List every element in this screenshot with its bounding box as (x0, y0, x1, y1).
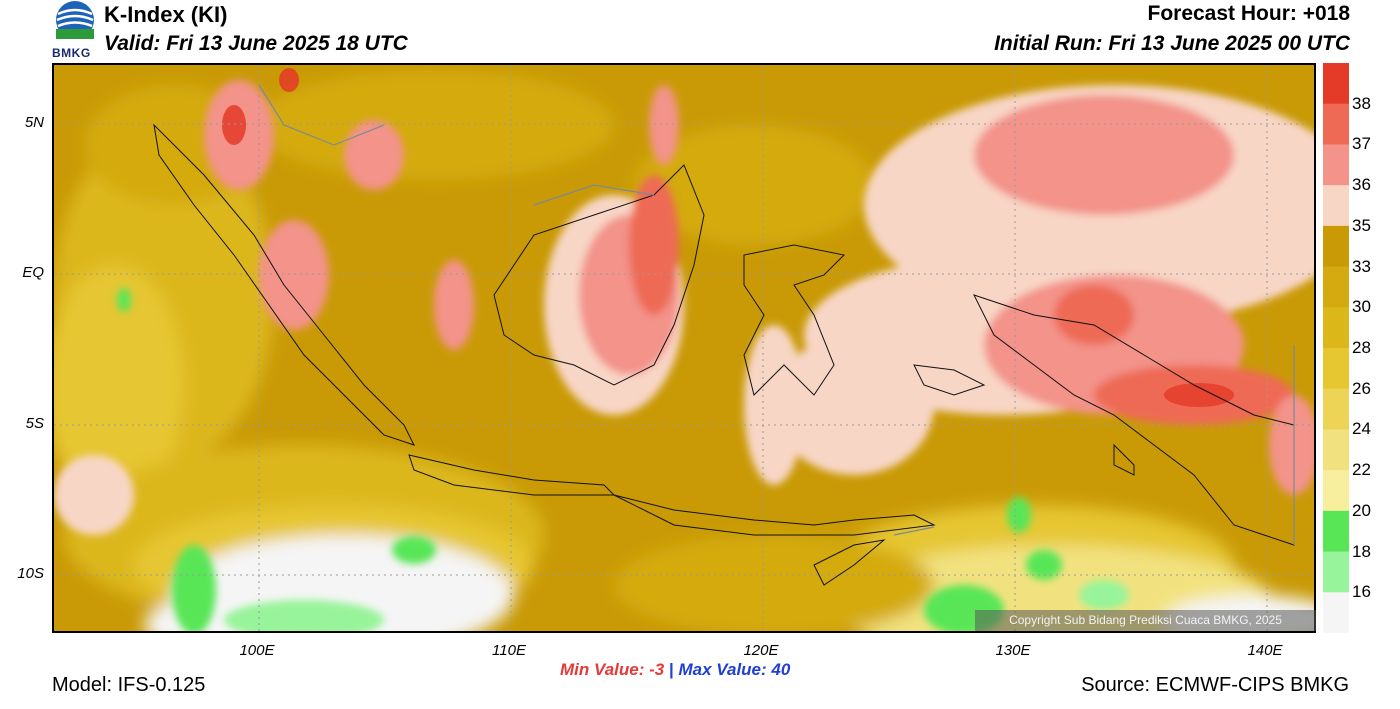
colorbar-swatch (1323, 103, 1349, 145)
colorbar-swatches (1323, 63, 1349, 634)
lat-label-eq: EQ (22, 264, 44, 281)
colorbar-label: 38 (1352, 93, 1371, 113)
max-label: Max Value: (678, 660, 767, 679)
high-k-areas (54, 80, 1314, 535)
lon-label-120e: 120E (743, 642, 779, 659)
max-value: 40 (771, 660, 791, 679)
copyright-note: Copyright Sub Bidang Prediksi Cuaca BMKG… (975, 610, 1316, 631)
colorbar-swatch (1323, 307, 1349, 349)
lon-label-110e: 110E (492, 642, 526, 659)
map-canvas (54, 65, 1314, 631)
colorbar (1323, 63, 1349, 634)
colorbar-label: 26 (1352, 378, 1371, 398)
lat-label-5n: 5N (24, 114, 44, 131)
colorbar-label: 16 (1352, 582, 1371, 602)
initial-run: Initial Run: Fri 13 June 2025 00 UTC (994, 32, 1350, 55)
colorbar-swatch (1323, 551, 1349, 593)
min-value: -3 (649, 660, 665, 679)
chart-title: K-Index (KI) (104, 2, 228, 27)
colorbar-label: 20 (1352, 500, 1371, 520)
colorbar-label: 37 (1352, 134, 1371, 154)
colorbar-swatch (1323, 266, 1349, 308)
colorbar-label: 18 (1352, 541, 1371, 561)
lon-label-130e: 130E (995, 642, 1031, 659)
colorbar-label: 36 (1352, 175, 1371, 195)
colorbar-swatch (1323, 144, 1349, 186)
colorbar-label: 30 (1352, 297, 1371, 317)
stats-separator: | (668, 660, 674, 679)
graticule (54, 65, 1314, 631)
forecast-hour: Forecast Hour: +018 (1147, 2, 1351, 25)
colorbar-label: 24 (1352, 419, 1371, 439)
borders (258, 84, 1295, 545)
colorbar-swatch (1323, 63, 1349, 105)
lon-label-100e: 100E (239, 642, 275, 659)
colorbar-label: 35 (1352, 215, 1371, 235)
colorbar-label: 33 (1352, 256, 1371, 276)
coastlines (153, 123, 1295, 586)
min-max-values: Min Value: -3 | Max Value: 40 (560, 660, 790, 680)
source-info: Source: ECMWF-CIPS BMKG (1081, 674, 1349, 696)
colorbar-swatch (1323, 470, 1349, 512)
lat-label-5s: 5S (25, 415, 44, 432)
colorbar-label: 22 (1352, 460, 1371, 480)
colorbar-swatch (1323, 225, 1349, 268)
colorbar-swatch (1323, 388, 1349, 430)
colorbar-swatch (1323, 592, 1349, 634)
lon-label-140e: 140E (1247, 642, 1283, 659)
lat-label-10s: 10S (17, 565, 44, 582)
colorbar-swatch (1323, 348, 1349, 390)
k-index-map[interactable] (52, 63, 1316, 633)
colorbar-label: 28 (1352, 338, 1371, 357)
valid-time: Valid: Fri 13 June 2025 18 UTC (104, 32, 408, 55)
model-info: Model: IFS-0.125 (52, 674, 206, 696)
colorbar-swatch (1323, 510, 1349, 553)
high-k-cores (222, 68, 1234, 407)
colorbar-swatch (1323, 185, 1349, 227)
bmkg-logo (52, 0, 98, 62)
min-label: Min Value: (560, 660, 645, 679)
colorbar-swatch (1323, 429, 1349, 471)
logo-text: BMKG (52, 46, 91, 60)
